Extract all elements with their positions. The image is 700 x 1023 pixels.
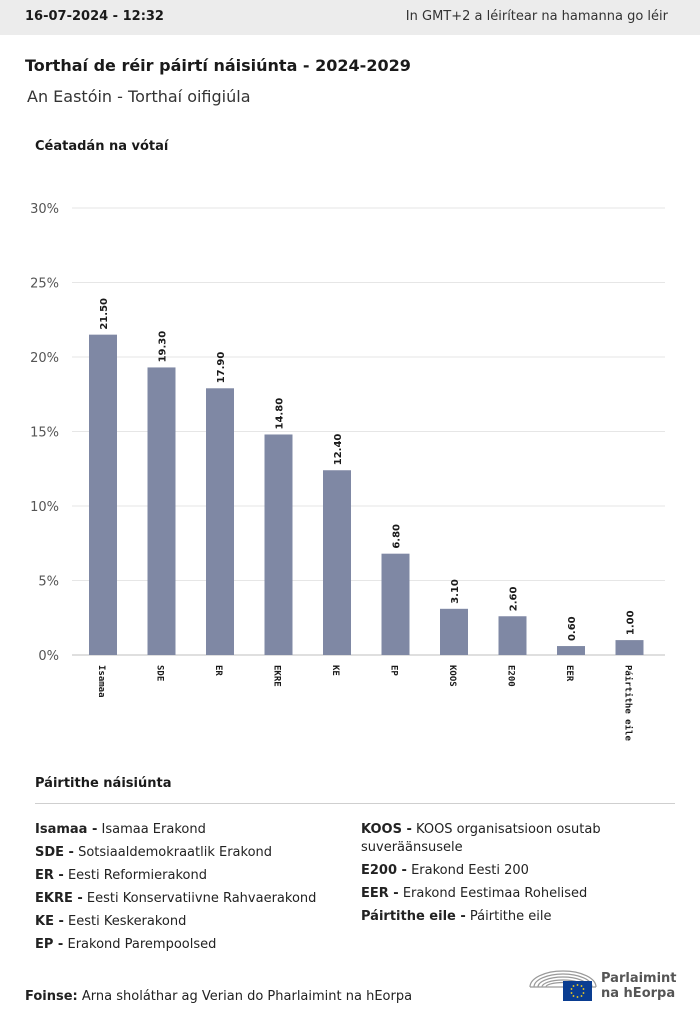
bar [147,367,176,655]
legend-title: Páirtithe náisiúnta [35,776,172,791]
logo-line-1: Parlaimint [601,971,677,986]
legend-name: Erakond Eestimaa Rohelised [398,886,588,901]
legend-name: Erakond Parempoolsed [63,937,217,952]
timestamp: 16-07-2024 - 12:32 [25,9,164,24]
data-label: 14.80 [275,398,286,430]
legend-name: Erakond Eesti 200 [406,863,529,878]
legend-code: SDE - [35,845,74,860]
legend-code: KOOS - [361,822,412,837]
x-tick-label: Isamaa [96,665,106,698]
y-tick-label: 10% [30,500,59,515]
bar [89,334,117,655]
bar [323,470,351,655]
legend-name: Sotsiaaldemokraatlik Erakond [73,845,273,860]
legend-item: ER - Eesti Reformierakond [35,867,345,885]
data-label: 1.00 [626,610,637,635]
legend-name: Eesti Konservatiivne Rahvaerakond [82,891,317,906]
bar [615,640,644,655]
data-label: 6.80 [392,524,403,549]
y-tick-label: 20% [30,351,59,366]
legend-name: KOOS organisatsioon osutab suveräänsusel… [361,822,601,855]
bar [381,553,410,655]
legend-name: Isamaa Erakond [97,822,206,837]
legend-item: EP - Erakond Parempoolsed [35,936,345,954]
y-tick-label: 5% [38,575,59,590]
bar [206,388,234,655]
source-text: Arna sholáthar ag Verian do Pharlaimint … [81,989,413,1004]
legend-column-left: Isamaa - Isamaa Erakond SDE - Sotsiaaldem… [35,821,345,959]
legend-code: Isamaa - [35,822,98,837]
legend-name: Eesti Reformierakond [63,868,207,883]
data-label: 12.40 [333,434,344,466]
data-label: 21.50 [99,298,110,330]
legend-item: KE - Eesti Keskerakond [35,913,345,931]
legend-item: Isamaa - Isamaa Erakond [35,821,345,839]
data-label: 17.90 [216,352,227,384]
logo-text: Parlaimint na hEorpa [601,971,677,1001]
source-note: Foinse: Arna sholáthar ag Verian do Phar… [25,989,412,1004]
x-tick-label: Páirtithe eile [623,665,634,741]
x-tick-label: E200 [506,665,516,687]
data-label: 2.60 [509,587,520,612]
bar-chart: 0% 5% 10% 15% 20% 25% 30% 21.50 Isamaa 19.30 SDE 17… [30,202,665,741]
data-label: 3.10 [450,579,461,604]
bar [264,434,293,655]
top-bar: 16-07-2024 - 12:32 In GMT+2 a léirítear … [0,0,700,35]
x-tick-label: SDE [155,665,165,681]
x-tick-label: KE [330,665,340,676]
legend-item: Páirtithe eile - Páirtithe eile [361,908,671,926]
legend-name: Páirtithe eile [465,909,552,924]
page-subtitle: An Eastóin - Torthaí oifigiúla [27,87,251,106]
bar [557,646,585,655]
legend-code: EER - [361,886,399,901]
legend-item: SDE - Sotsiaaldemokraatlik Erakond [35,844,345,862]
legend-item: EKRE - Eesti Konservatiivne Rahvaerakond [35,890,345,908]
eu-flag-icon [563,981,592,1001]
legend-item: KOOS - KOOS organisatsioon osutab suverä… [361,821,671,857]
european-parliament-logo [529,970,597,1001]
bar [440,608,468,655]
bar [498,616,527,655]
page-title: Torthaí de réir páirtí náisiúnta - 2024-… [25,56,411,75]
logo-line-2: na hEorpa [601,986,676,1001]
legend-name: Eesti Keskerakond [63,914,187,929]
legend-divider [35,803,675,804]
y-tick-label: 15% [30,426,59,441]
x-tick-label: EP [389,665,399,676]
y-axis-label: Céatadán na vótaí [35,139,169,154]
eu-stars-icon [570,984,585,998]
legend-code: KE - [35,914,64,929]
data-label: 19.30 [158,331,169,363]
x-tick-label: EKRE [272,665,282,687]
x-tick-label: ER [213,665,223,676]
legend-item: EER - Erakond Eestimaa Rohelised [361,885,671,903]
data-label: 0.60 [567,616,578,641]
legend-code: EP - [35,937,64,952]
x-tick-label: EER [564,665,574,682]
legend-code: EKRE - [35,891,83,906]
y-tick-label: 0% [38,649,59,664]
source-label: Foinse: [25,989,78,1004]
x-tick-label: KOOS [447,665,457,687]
y-tick-label: 30% [30,202,59,217]
legend-item: E200 - Erakond Eesti 200 [361,862,671,880]
legend-code: E200 - [361,863,407,878]
timezone-note: In GMT+2 a léirítear na hamanna go léir [405,9,668,24]
y-tick-label: 25% [30,277,59,292]
legend-code: Páirtithe eile - [361,909,466,924]
legend-code: ER - [35,868,64,883]
legend-column-right: KOOS - KOOS organisatsioon osutab suverä… [361,821,671,931]
